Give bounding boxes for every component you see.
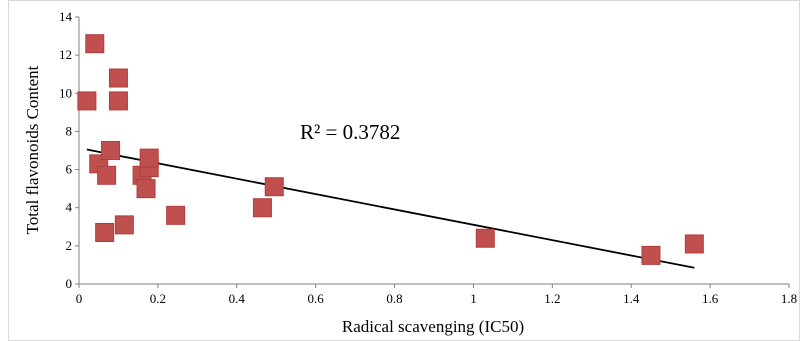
y-tick-label: 6 bbox=[66, 162, 73, 177]
x-tick-label: 1.8 bbox=[781, 291, 797, 306]
y-tick-label: 12 bbox=[59, 47, 72, 62]
data-point bbox=[115, 216, 133, 234]
chart-frame bbox=[9, 1, 800, 341]
y-axis-title: Total flavonoids Content bbox=[23, 65, 42, 234]
x-tick-label: 0.8 bbox=[386, 291, 402, 306]
y-tick-label: 0 bbox=[66, 276, 73, 291]
data-point bbox=[140, 149, 158, 167]
x-tick-label: 1.4 bbox=[623, 291, 640, 306]
x-axis-ticks: 0 0.2 0.4 0.6 0.8 1 1.2 1.4 1.6 1.8 bbox=[76, 284, 797, 306]
y-tick-label: 14 bbox=[59, 9, 73, 24]
data-point bbox=[685, 235, 703, 253]
data-point bbox=[167, 206, 185, 224]
data-point bbox=[96, 224, 114, 242]
x-tick-label: 1.2 bbox=[544, 291, 560, 306]
x-tick-label: 0.4 bbox=[229, 291, 246, 306]
x-tick-label: 1.6 bbox=[702, 291, 719, 306]
x-tick-label: 0.6 bbox=[308, 291, 325, 306]
data-point bbox=[109, 92, 127, 110]
y-axis-ticks: 0 2 4 6 8 10 12 14 bbox=[59, 9, 79, 291]
data-point bbox=[253, 199, 271, 217]
data-point bbox=[109, 69, 127, 87]
r-squared-label: R² = 0.3782 bbox=[300, 120, 400, 144]
x-axis-title: Radical scavenging (IC50) bbox=[342, 317, 524, 336]
data-point bbox=[476, 229, 494, 247]
data-point bbox=[98, 166, 116, 184]
y-tick-label: 10 bbox=[59, 85, 72, 100]
data-point bbox=[78, 92, 96, 110]
x-tick-label: 0.2 bbox=[150, 291, 166, 306]
x-tick-label: 0 bbox=[76, 291, 83, 306]
data-point bbox=[102, 142, 120, 160]
data-point bbox=[642, 246, 660, 264]
data-point bbox=[86, 35, 104, 53]
data-point bbox=[137, 180, 155, 198]
data-points bbox=[78, 35, 703, 265]
y-tick-label: 8 bbox=[66, 123, 73, 138]
data-point bbox=[265, 178, 283, 196]
y-tick-label: 2 bbox=[66, 238, 73, 253]
x-tick-label: 1 bbox=[470, 291, 477, 306]
y-tick-label: 4 bbox=[66, 200, 73, 215]
